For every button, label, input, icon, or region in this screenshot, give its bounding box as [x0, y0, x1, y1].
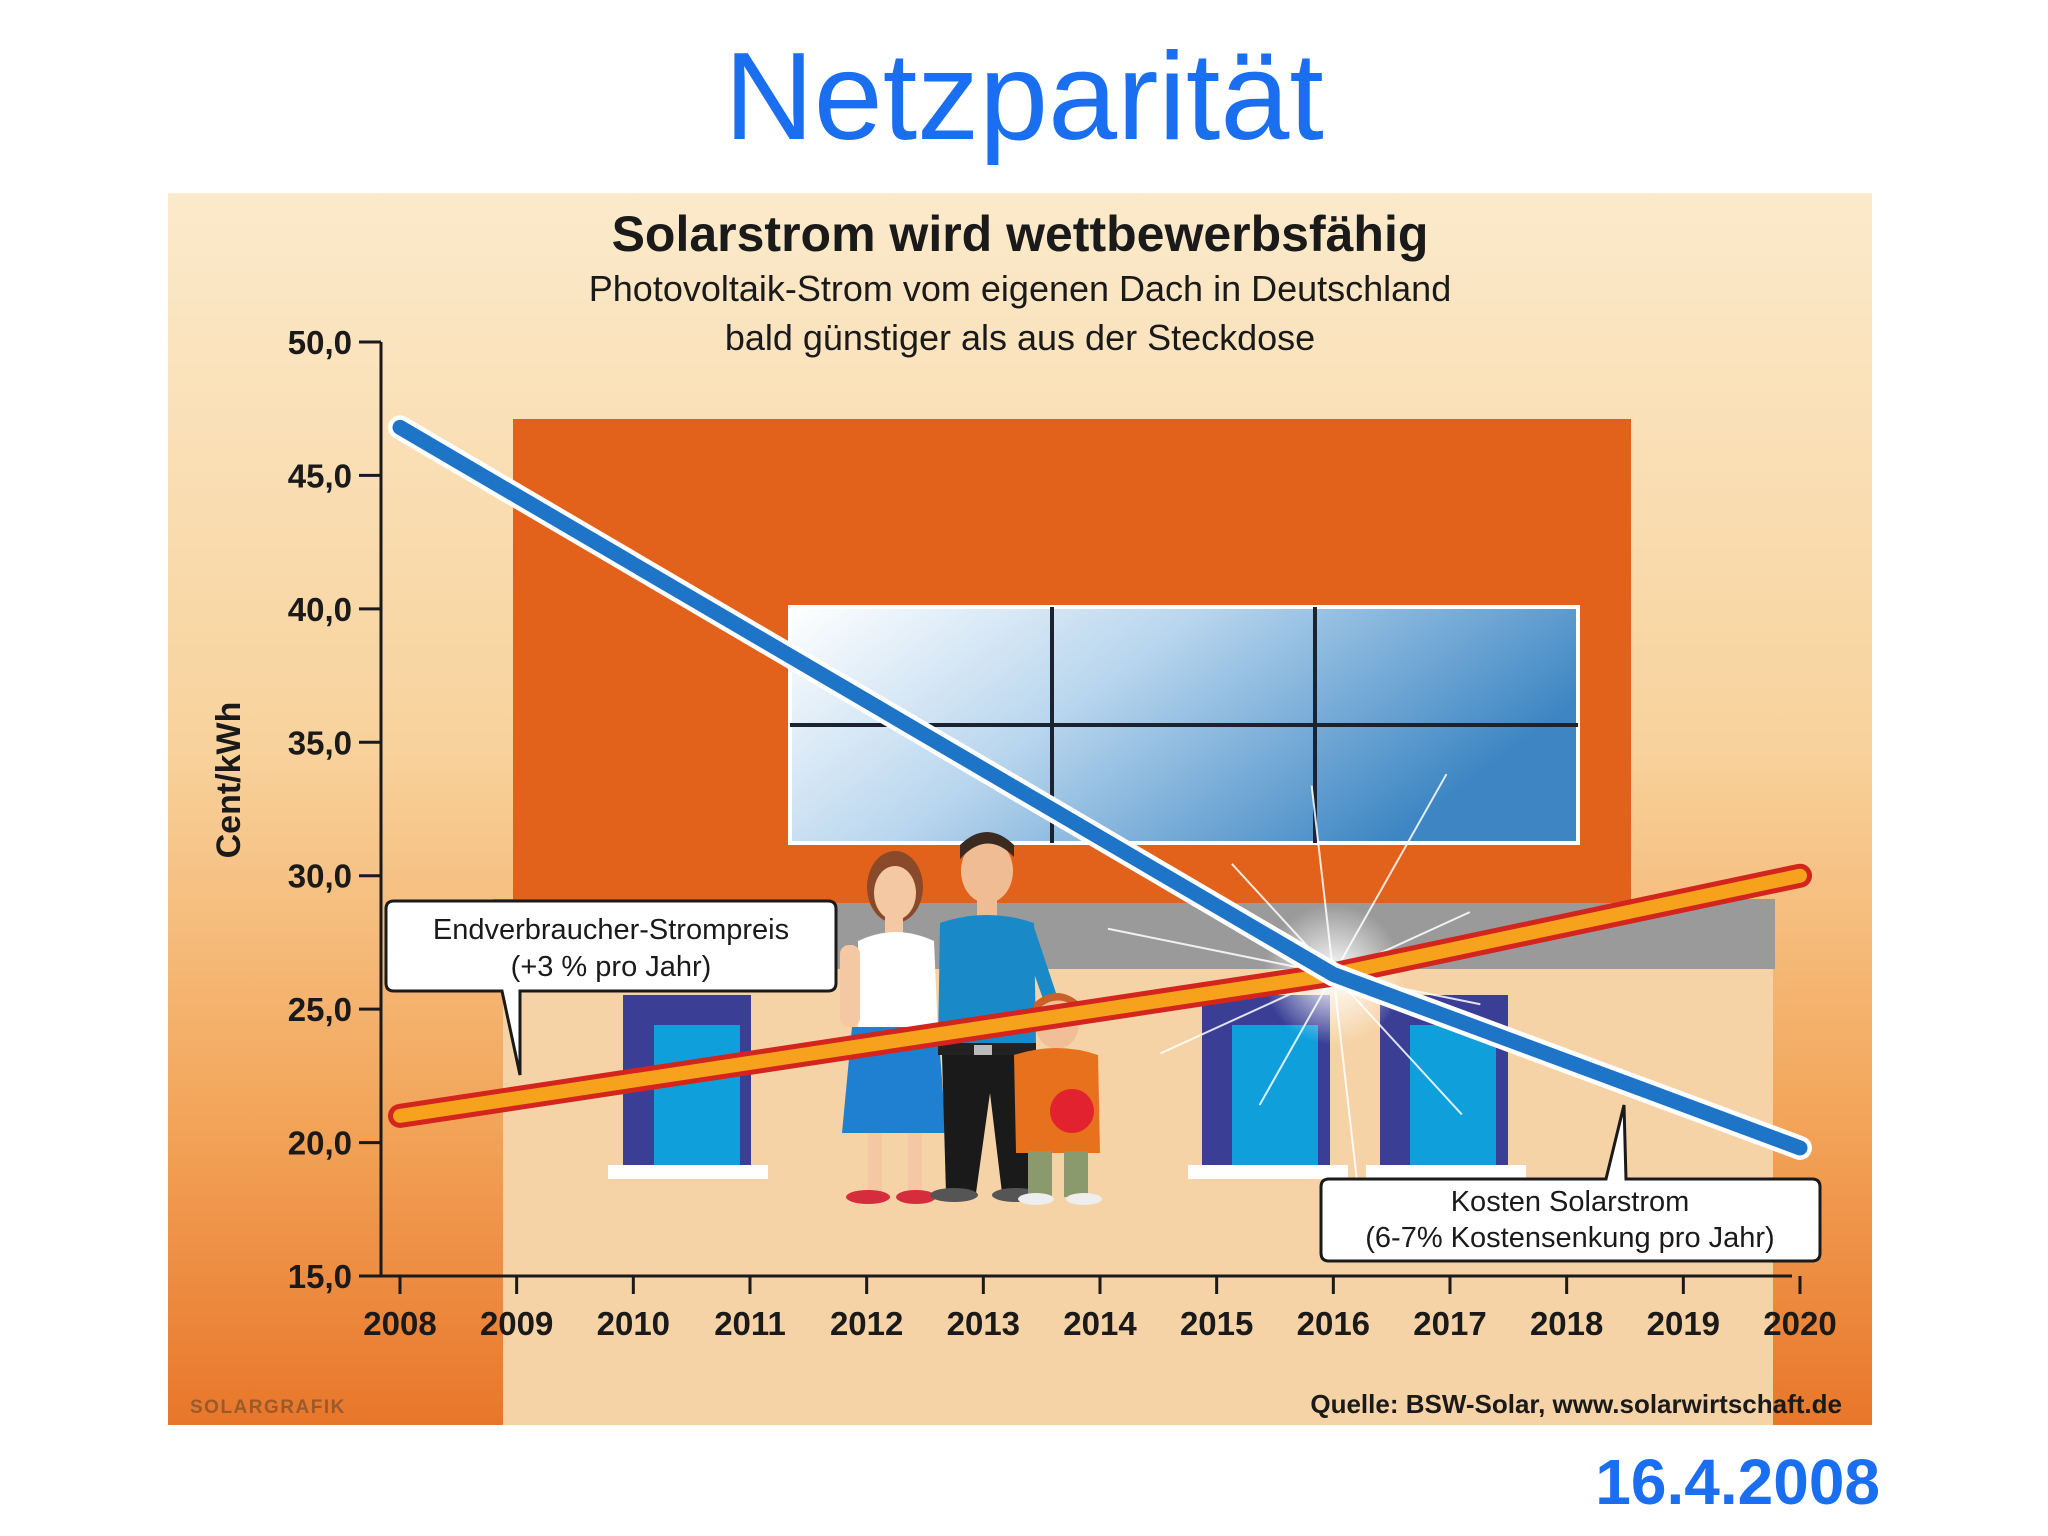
callout-solar-cost: Kosten Solarstrom (6-7% Kostensenkung pr… [1319, 1104, 1822, 1263]
chart-title: Solarstrom wird wettbewerbsfähig [612, 206, 1429, 262]
x-tick-label: 2015 [1180, 1305, 1253, 1342]
sparkle-ray [1332, 773, 1448, 975]
source-label: Quelle: BSW-Solar, www.solarwirtschaft.d… [1310, 1389, 1842, 1419]
x-tick-label: 2020 [1763, 1305, 1836, 1342]
solar-cost-line [392, 419, 1808, 1156]
y-ticks: 15,0 20,0 25,0 30,0 35,0 40,0 45,0 50,0 [288, 324, 381, 1295]
x-tick-label: 2012 [830, 1305, 903, 1342]
y-tick-label: 35,0 [288, 724, 352, 761]
chart-svg: 15,020,025,030,035,040,045,050,0 2008 200… [168, 193, 1872, 1425]
callout-solar-cost-title: Kosten Solarstrom [1451, 1186, 1690, 1218]
sparkle-ray [1258, 973, 1335, 1106]
x-axis: 2008 2009 2010 2011 2012 2013 2014 2015 2016 2017… [363, 1274, 1837, 1342]
callout-grid-price: Endverbraucher-Strompreis (+3 % pro Jahr… [384, 899, 838, 1076]
x-tick-label: 2013 [947, 1305, 1020, 1342]
x-tick-label: 2008 [363, 1305, 436, 1342]
slide-title: Netzparität [724, 28, 1324, 166]
family-man [930, 832, 1060, 1202]
series-layer [388, 415, 1812, 1160]
y-tick-label: 20,0 [288, 1125, 352, 1162]
callout-grid-price-box [384, 899, 838, 1076]
x-tick-label: 2018 [1530, 1305, 1603, 1342]
y-tick-label: 45,0 [288, 457, 352, 494]
slide-date: 16.4.2008 [1595, 1446, 1880, 1518]
callout-grid-price-title: Endverbraucher-Strompreis [433, 914, 789, 946]
chart-subtitle-line1: Photovoltaik-Strom vom eigenen Dach in D… [589, 268, 1451, 309]
sparkle-ray [1310, 785, 1335, 975]
brand-label: SOLARGRAFIK [190, 1397, 346, 1418]
x-tick-label: 2011 [714, 1305, 786, 1342]
y-tick-label: 50,0 [288, 324, 352, 361]
x-tick-label: 2014 [1063, 1305, 1137, 1342]
x-tick-label: 2019 [1647, 1305, 1720, 1342]
callout-grid-price-rate: (+3 % pro Jahr) [511, 951, 712, 983]
x-tick-label: 2017 [1413, 1305, 1486, 1342]
y-axis-label: Cent/kWh [210, 702, 248, 859]
y-tick-label: 40,0 [288, 591, 352, 628]
callout-solar-cost-rate: (6-7% Kostensenkung pro Jahr) [1365, 1222, 1774, 1254]
y-tick-label: 30,0 [288, 858, 352, 895]
x-ticks: 2008 2009 2010 2011 2012 2013 2014 2015 2016 2017… [363, 1276, 1837, 1342]
sparkle-ray [1332, 974, 1361, 1204]
y-tick-label: 25,0 [288, 991, 352, 1028]
chart-graphic: 15,0 20,0 25,0 30,0 35,0 40,0 45,0 50,0 2008 200… [168, 193, 1872, 1425]
chart-subtitle-line2: bald günstiger als aus der Steckdose [725, 317, 1315, 358]
sparkle-ray [1332, 973, 1463, 1116]
x-tick-label: 2009 [480, 1305, 553, 1342]
y-axis: 15,0 20,0 25,0 30,0 35,0 40,0 45,0 50,0 [288, 324, 383, 1295]
house-window-left [608, 995, 768, 1179]
callout-solar-cost-box [1319, 1104, 1822, 1263]
x-tick-label: 2010 [597, 1305, 670, 1342]
family-illustration [840, 832, 1102, 1205]
sparkle-ray [1107, 927, 1334, 976]
x-tick-label: 2016 [1297, 1305, 1370, 1342]
y-tick-label: 15,0 [288, 1258, 352, 1295]
